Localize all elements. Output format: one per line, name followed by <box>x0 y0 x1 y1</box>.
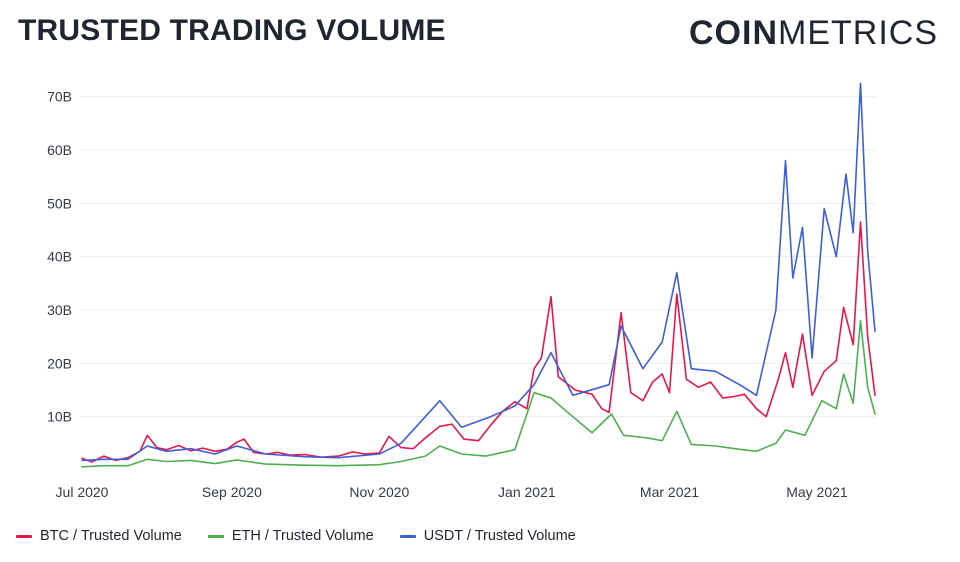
y-tick-label: 60B <box>47 142 72 158</box>
x-tick-label: Nov 2020 <box>349 484 409 500</box>
series-line-eth <box>81 319 876 468</box>
series-line-btc <box>81 221 876 463</box>
y-axis-ticks: 10B 20B 30B 40B 50B 60B 70B <box>47 89 72 425</box>
y-tick-label: 20B <box>47 355 72 371</box>
legend-label: BTC / Trusted Volume <box>40 528 182 544</box>
y-tick-label: 50B <box>47 195 72 211</box>
grid-lines <box>80 96 875 418</box>
x-tick-label: Sep 2020 <box>202 484 262 500</box>
legend-label: ETH / Trusted Volume <box>231 528 374 544</box>
legend-swatch <box>16 534 32 538</box>
y-tick-label: 40B <box>47 249 72 265</box>
legend-label: USDT / Trusted Volume <box>423 528 576 544</box>
legend-item-btc[interactable]: BTC / Trusted Volume <box>16 528 182 544</box>
brand-logo: COINMETRICS <box>689 14 938 53</box>
x-tick-label: Jan 2021 <box>498 484 556 500</box>
legend-swatch <box>399 534 416 538</box>
x-tick-label: Mar 2021 <box>640 484 699 500</box>
legend-swatch <box>207 534 224 538</box>
series-line-usdt <box>81 82 876 462</box>
legend-item-eth[interactable]: ETH / Trusted Volume <box>207 528 374 544</box>
y-tick-label: 30B <box>47 302 72 318</box>
y-tick-label: 70B <box>47 89 72 105</box>
logo-light-part: METRICS <box>778 14 938 52</box>
chart-legend: BTC / Trusted Volume ETH / Trusted Volume… <box>16 528 576 544</box>
x-tick-label: May 2021 <box>786 484 848 500</box>
series-lines <box>81 82 876 468</box>
x-tick-label: Jul 2020 <box>56 484 109 500</box>
legend-item-usdt[interactable]: USDT / Trusted Volume <box>399 528 576 544</box>
chart-title: TRUSTED TRADING VOLUME <box>18 14 446 47</box>
x-axis-ticks: Jul 2020 Sep 2020 Nov 2020 Jan 2021 Mar 2021… <box>56 484 848 500</box>
logo-strong-part: COIN <box>689 14 778 52</box>
y-tick-label: 10B <box>47 409 72 425</box>
